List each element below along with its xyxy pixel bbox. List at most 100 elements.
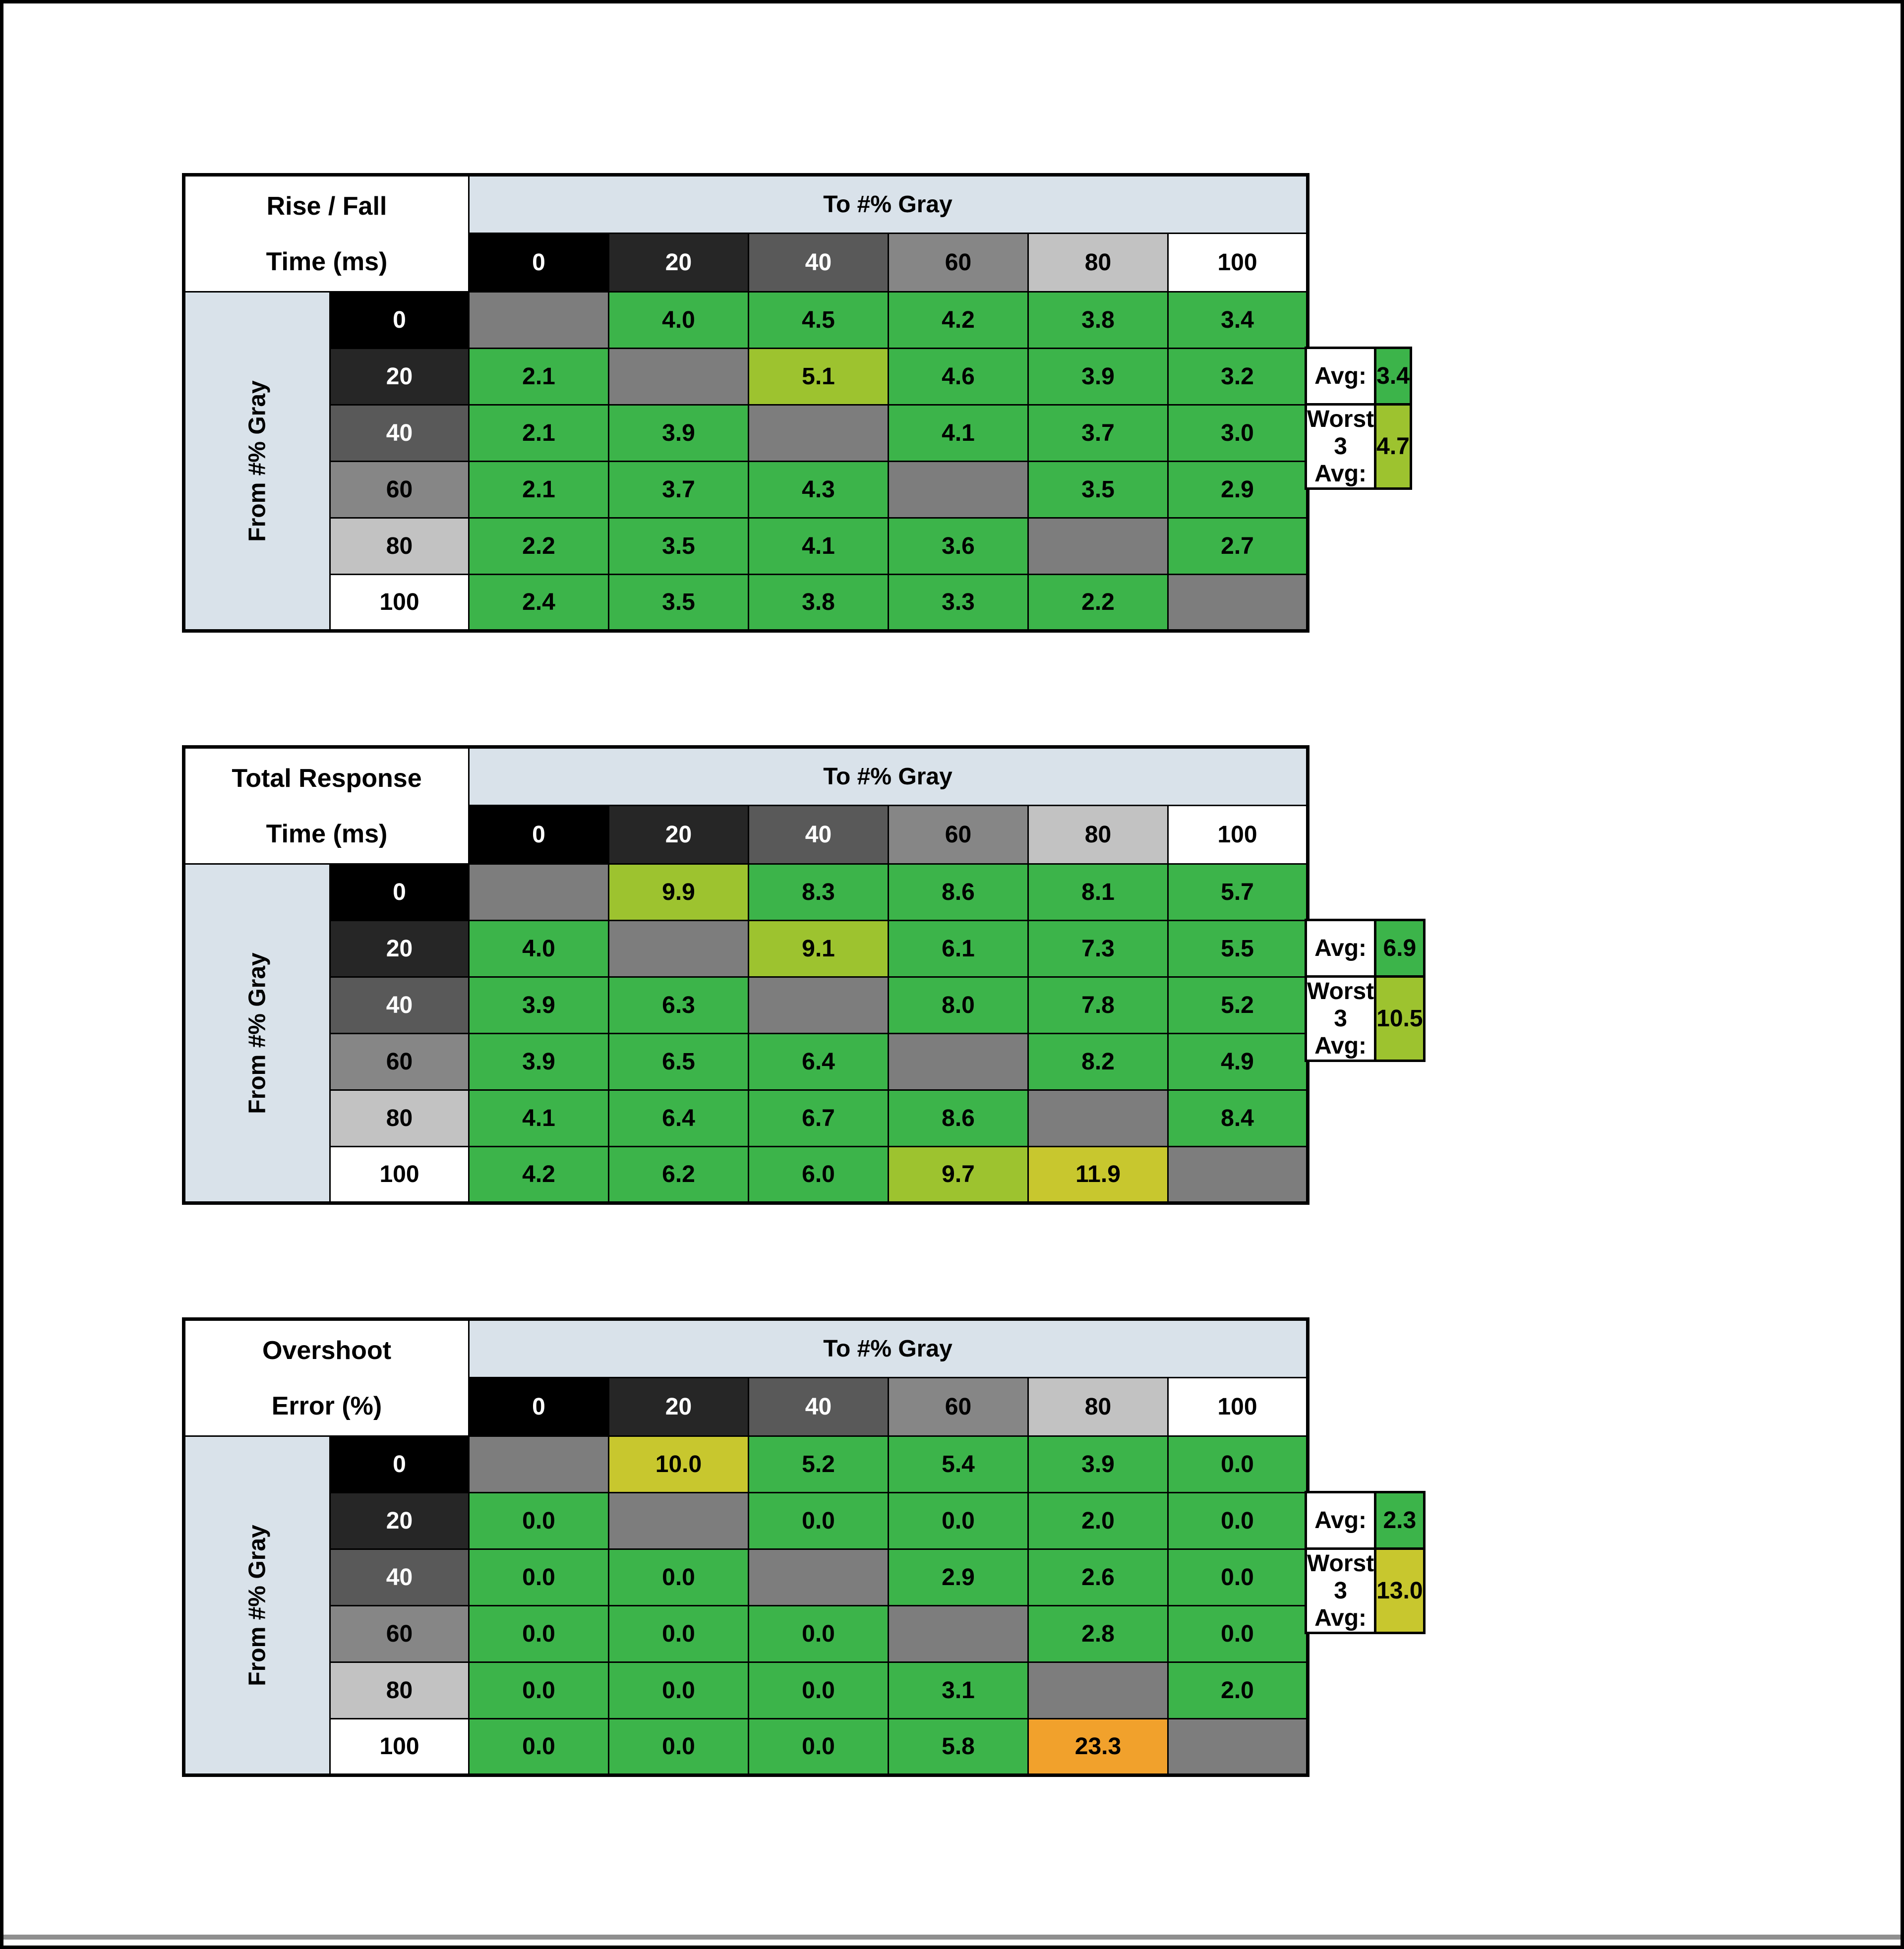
cell-from60-to0: 3.9 [468,1033,609,1091]
cell-from40-to80: 3.7 [1027,404,1169,462]
col-header-60: 60 [888,233,1029,293]
cell-from20-to80: 2.0 [1027,1492,1169,1550]
to-gray-header: To #% Gray [468,174,1309,234]
cell-from60-to20: 0.0 [608,1605,749,1663]
cell-from0-to40: 8.3 [748,863,889,921]
col-header-60: 60 [888,1377,1029,1437]
row-header-0: 0 [329,291,470,349]
worst3-avg-value: 13.0 [1374,1547,1426,1634]
cell-from80-to80 [1027,1089,1169,1147]
row-header-20: 20 [329,1492,470,1550]
col-header-60: 60 [888,805,1029,865]
cell-from20-to60: 0.0 [888,1492,1029,1550]
overshoot-table-block: Overshoot Error (%) To #% Gray 0 20 40 60 80… [182,1317,1426,1777]
cell-from60-to40: 0.0 [748,1605,889,1663]
cell-from40-to60: 8.0 [888,976,1029,1034]
cell-from40-to20: 0.0 [608,1548,749,1606]
cell-from100-to40: 3.8 [748,574,889,632]
cell-from0-to0 [468,863,609,921]
cell-from20-to0: 2.1 [468,348,609,406]
cell-from20-to100: 3.2 [1167,348,1309,406]
cell-from100-to0: 0.0 [468,1718,609,1776]
col-header-80: 80 [1027,1377,1169,1437]
table-title-line2: Time (ms) [266,247,388,276]
cell-from100-to20: 6.2 [608,1146,749,1204]
cell-from0-to60: 8.6 [888,863,1029,921]
avg-value: 2.3 [1374,1491,1426,1550]
rise-fall-table: Rise / Fall Time (ms) To #% Gray 0 20 40 60… [182,173,1309,633]
col-header-100: 100 [1167,805,1309,865]
cell-from0-to60: 4.2 [888,291,1029,349]
cell-from20-to40: 0.0 [748,1492,889,1550]
worst3-avg-label: Worst 3 Avg: [1304,403,1377,490]
cell-from40-to0: 2.1 [468,404,609,462]
cell-from20-to20 [608,920,749,978]
col-header-80: 80 [1027,805,1169,865]
worst3-avg-value: 10.5 [1374,975,1426,1062]
cell-from40-to60: 4.1 [888,404,1029,462]
to-gray-header: To #% Gray [468,1318,1309,1378]
cell-from20-to20 [608,348,749,406]
worst3-avg-value: 4.7 [1374,403,1412,490]
avg-label: Avg: [1304,919,1377,978]
cell-from80-to20: 0.0 [608,1661,749,1719]
cell-from100-to40: 6.0 [748,1146,889,1204]
from-gray-header: From #% Gray [183,863,331,1204]
cell-from60-to40: 4.3 [748,461,889,519]
cell-from80-to0: 0.0 [468,1661,609,1719]
cell-from40-to40 [748,1548,889,1606]
cell-from80-to100: 2.7 [1167,517,1309,575]
cell-from100-to60: 9.7 [888,1146,1029,1204]
cell-from0-to80: 3.9 [1027,1435,1169,1493]
cell-from80-to40: 4.1 [748,517,889,575]
cell-from100-to80: 11.9 [1027,1146,1169,1204]
cell-from0-to0 [468,291,609,349]
cell-from100-to60: 5.8 [888,1718,1029,1776]
rise-fall-table-block: Rise / Fall Time (ms) To #% Gray 0 20 40 60… [182,173,1412,633]
cell-from60-to80: 2.8 [1027,1605,1169,1663]
cell-from40-to100: 5.2 [1167,976,1309,1034]
cell-from40-to100: 3.0 [1167,404,1309,462]
table-title-line2: Error (%) [271,1391,382,1420]
cell-from20-to0: 4.0 [468,920,609,978]
from-gray-header: From #% Gray [183,291,331,632]
row-header-100: 100 [329,1146,470,1204]
cell-from40-to20: 6.3 [608,976,749,1034]
table-title: Overshoot Error (%) [183,1318,470,1437]
cell-from20-to40: 9.1 [748,920,889,978]
cell-from100-to100 [1167,574,1309,632]
cell-from40-to0: 0.0 [468,1548,609,1606]
row-header-80: 80 [329,1089,470,1147]
cell-from40-to20: 3.9 [608,404,749,462]
cell-from60-to80: 8.2 [1027,1033,1169,1091]
cell-from60-to100: 0.0 [1167,1605,1309,1663]
cell-from40-to40 [748,976,889,1034]
cell-from0-to0 [468,1435,609,1493]
row-header-100: 100 [329,574,470,632]
from-gray-label: From #% Gray [244,1524,271,1686]
avg-label: Avg: [1304,347,1377,406]
table-title-line1: Overshoot [262,1336,392,1365]
cell-from80-to40: 0.0 [748,1661,889,1719]
cell-from40-to0: 3.9 [468,976,609,1034]
cell-from60-to0: 0.0 [468,1605,609,1663]
col-header-100: 100 [1167,1377,1309,1437]
row-header-80: 80 [329,1661,470,1719]
cell-from0-to40: 5.2 [748,1435,889,1493]
bottom-edge-line [3,1935,1901,1940]
cell-from40-to80: 7.8 [1027,976,1169,1034]
table-title-line1: Rise / Fall [266,191,387,221]
cell-from60-to100: 2.9 [1167,461,1309,519]
cell-from0-to80: 8.1 [1027,863,1169,921]
cell-from80-to100: 2.0 [1167,1661,1309,1719]
cell-from20-to100: 0.0 [1167,1492,1309,1550]
total-response-table: Total Response Time (ms) To #% Gray 0 20 4… [182,745,1309,1205]
cell-from0-to40: 4.5 [748,291,889,349]
cell-from0-to100: 0.0 [1167,1435,1309,1493]
cell-from80-to20: 6.4 [608,1089,749,1147]
from-gray-label: From #% Gray [244,952,271,1114]
overshoot-stats: Avg: 2.3 Worst 3 Avg: 13.0 [1304,1491,1426,1634]
col-header-0: 0 [468,233,609,293]
cell-from60-to20: 3.7 [608,461,749,519]
row-header-40: 40 [329,976,470,1034]
